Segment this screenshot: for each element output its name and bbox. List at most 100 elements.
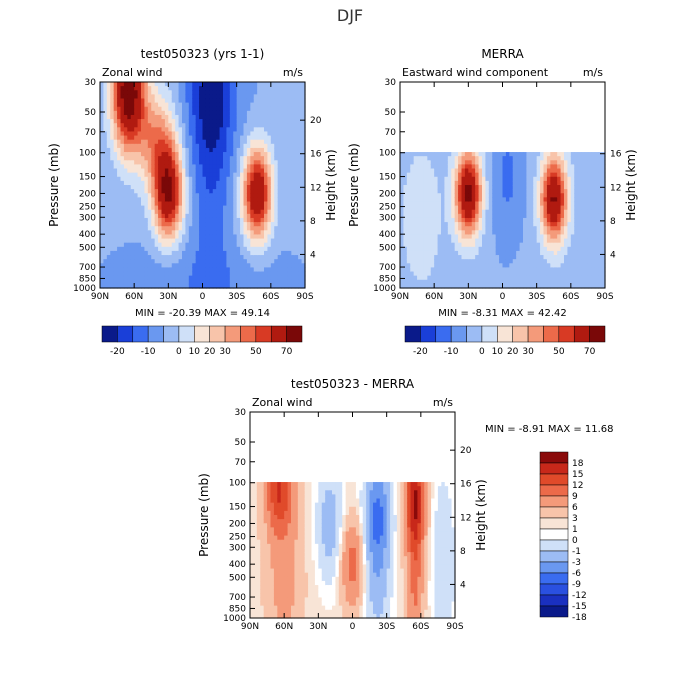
- field-cell: [410, 242, 415, 248]
- field-cell: [468, 255, 473, 260]
- field-cell: [516, 197, 521, 203]
- field-cell: [175, 226, 180, 231]
- field-cell: [100, 135, 105, 141]
- field-cell: [594, 185, 599, 190]
- field-cell: [192, 238, 197, 244]
- field-cell: [250, 180, 255, 186]
- field-cell: [168, 238, 173, 244]
- field-cell: [243, 259, 248, 264]
- field-cell: [492, 205, 497, 211]
- field-cell: [564, 259, 569, 264]
- field-cell: [151, 238, 156, 244]
- field-cell: [223, 147, 228, 153]
- field-cell: [298, 135, 303, 141]
- field-cell: [212, 176, 217, 182]
- field-cell: [226, 164, 231, 170]
- field-cell: [117, 94, 122, 100]
- field-cell: [103, 94, 108, 100]
- field-cell: [123, 135, 128, 141]
- field-cell: [137, 250, 142, 256]
- field-cell: [127, 131, 132, 137]
- field-cell: [413, 263, 418, 268]
- field-cell: [106, 114, 111, 120]
- field-cell: [464, 275, 469, 281]
- field-cell: [437, 197, 442, 203]
- field-cell: [188, 143, 193, 149]
- field-cell: [291, 213, 296, 219]
- field-cell: [536, 172, 541, 178]
- field-cell: [403, 255, 408, 260]
- field-cell: [175, 160, 180, 165]
- field-cell: [277, 102, 282, 108]
- field-cell: [533, 255, 538, 260]
- field-cell: [188, 234, 193, 240]
- field-cell: [219, 279, 224, 285]
- field-cell: [274, 275, 279, 281]
- field-cell: [144, 279, 149, 285]
- field-cell: [464, 197, 469, 203]
- field-cell: [434, 283, 439, 289]
- field-cell: [591, 283, 596, 289]
- field-cell: [226, 139, 231, 145]
- field-cell: [117, 168, 122, 174]
- field-cell: [205, 82, 210, 87]
- field-cell: [113, 283, 118, 289]
- field-cell: [298, 275, 303, 281]
- field-cell: [123, 259, 128, 264]
- field-cell: [488, 205, 493, 211]
- field-cell: [240, 185, 245, 190]
- field-cell: [417, 152, 422, 157]
- field-cell: [505, 160, 510, 165]
- field-cell: [130, 172, 135, 178]
- field-cell: [413, 156, 418, 161]
- field-cell: [110, 193, 115, 198]
- field-cell: [550, 180, 555, 186]
- field-cell: [574, 160, 579, 165]
- field-cell: [270, 90, 275, 95]
- field-cell: [523, 226, 528, 231]
- field-cell: [516, 283, 521, 289]
- field-cell: [270, 160, 275, 165]
- field-cell: [178, 98, 183, 104]
- field-cell: [223, 164, 228, 170]
- field-cell: [212, 222, 217, 227]
- field-cell: [294, 176, 299, 182]
- field-cell: [161, 114, 166, 120]
- field-cell: [158, 98, 163, 104]
- field-cell: [229, 230, 234, 236]
- field-cell: [117, 180, 122, 186]
- field-cell: [492, 279, 497, 285]
- field-cell: [144, 271, 149, 277]
- field-cell: [144, 217, 149, 223]
- field-cell: [437, 255, 442, 260]
- field-cell: [158, 271, 163, 277]
- field-cell: [478, 156, 483, 161]
- field-cell: [574, 185, 579, 190]
- field-cell: [267, 238, 272, 244]
- field-cell: [182, 209, 187, 215]
- field-cell: [199, 135, 204, 141]
- field-cell: [444, 275, 449, 281]
- field-cell: [291, 172, 296, 178]
- field-cell: [557, 180, 562, 186]
- field-cell: [192, 197, 197, 203]
- field-cell: [246, 201, 251, 207]
- field-cell: [212, 82, 217, 87]
- field-cell: [591, 189, 596, 194]
- field-cell: [482, 263, 487, 268]
- field-cell: [267, 226, 272, 231]
- y-tick-label: 50: [85, 108, 97, 118]
- field-cell: [147, 164, 152, 170]
- field-cell: [209, 168, 214, 174]
- field-cell: [106, 131, 111, 137]
- field-cell: [199, 242, 204, 248]
- field-cell: [577, 222, 582, 227]
- field-cell: [192, 82, 197, 87]
- field-cell: [123, 255, 128, 260]
- field-cell: [298, 193, 303, 198]
- field-cell: [287, 246, 292, 252]
- field-cell: [212, 259, 217, 264]
- field-cell: [100, 168, 105, 174]
- field-cell: [164, 135, 169, 141]
- field-cell: [523, 213, 528, 219]
